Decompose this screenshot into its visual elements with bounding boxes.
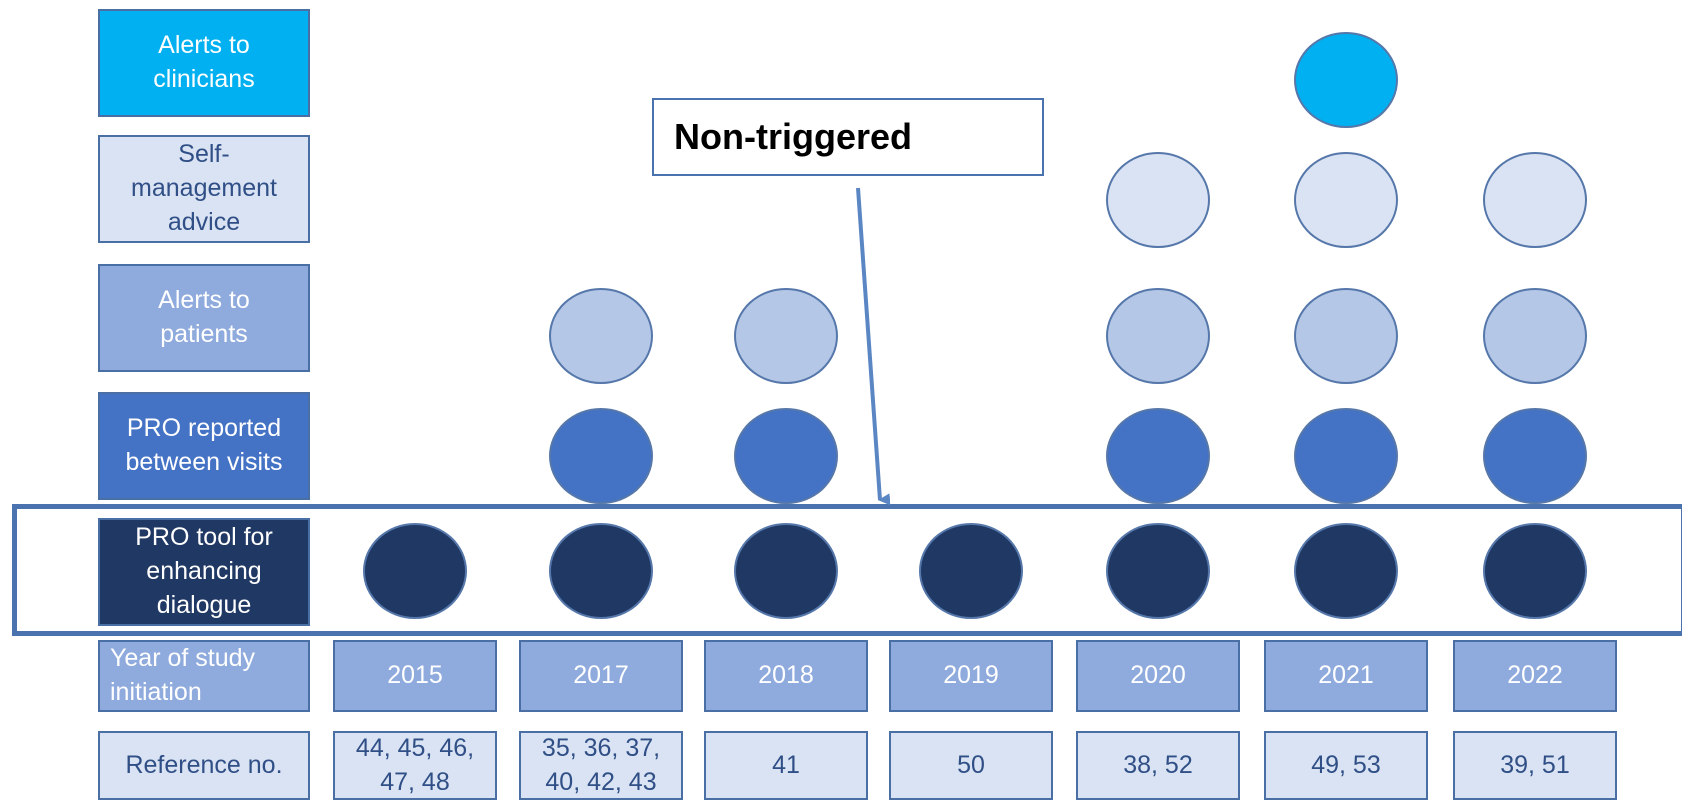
feature-dot-2018-2 <box>734 288 838 384</box>
feature-dot-2015-4 <box>363 523 467 619</box>
feature-dot-2017-2 <box>549 288 653 384</box>
reference-row-label: Reference no. <box>98 731 310 800</box>
year-box-2015: 2015 <box>333 640 497 712</box>
category-alerts-to-clinicians: Alerts to clinicians <box>98 9 310 117</box>
feature-dot-2017-3 <box>549 408 653 504</box>
category-alerts-to-patients: Alerts to patients <box>98 264 310 372</box>
year-box-2021: 2021 <box>1264 640 1428 712</box>
year-box-2022: 2022 <box>1453 640 1617 712</box>
year-box-2020: 2020 <box>1076 640 1240 712</box>
reference-box-2019: 50 <box>889 731 1053 800</box>
feature-dot-2021-3 <box>1294 408 1398 504</box>
feature-dot-2021-1 <box>1294 152 1398 248</box>
feature-dot-2017-4 <box>549 523 653 619</box>
callout-box: Non-triggered <box>652 98 1044 176</box>
year-box-2018: 2018 <box>704 640 868 712</box>
feature-dot-2019-4 <box>919 523 1023 619</box>
feature-dot-2021-4 <box>1294 523 1398 619</box>
reference-box-2022: 39, 51 <box>1453 731 1617 800</box>
category-pro-reported-between-visits: PRO reported between visits <box>98 392 310 500</box>
reference-box-2017: 35, 36, 37, 40, 42, 43 <box>519 731 683 800</box>
reference-box-2021: 49, 53 <box>1264 731 1428 800</box>
year-box-2019: 2019 <box>889 640 1053 712</box>
category-pro-tool-enhancing-dialogue: PRO tool for enhancing dialogue <box>98 518 310 626</box>
feature-dot-2021-2 <box>1294 288 1398 384</box>
callout-text: Non-triggered <box>674 116 912 157</box>
reference-box-2015: 44, 45, 46, 47, 48 <box>333 731 497 800</box>
feature-dot-2018-3 <box>734 408 838 504</box>
feature-dot-2020-3 <box>1106 408 1210 504</box>
year-box-2017: 2017 <box>519 640 683 712</box>
feature-dot-2022-4 <box>1483 523 1587 619</box>
category-self-management-advice: Self- management advice <box>98 135 310 243</box>
feature-dot-2022-2 <box>1483 288 1587 384</box>
feature-dot-2020-2 <box>1106 288 1210 384</box>
year-row-label: Year of study initiation <box>98 640 310 712</box>
feature-dot-2021-0 <box>1294 32 1398 128</box>
reference-box-2020: 38, 52 <box>1076 731 1240 800</box>
feature-dot-2022-1 <box>1483 152 1587 248</box>
feature-dot-2020-4 <box>1106 523 1210 619</box>
feature-dot-2018-4 <box>734 523 838 619</box>
feature-dot-2020-1 <box>1106 152 1210 248</box>
feature-dot-2022-3 <box>1483 408 1587 504</box>
reference-box-2018: 41 <box>704 731 868 800</box>
